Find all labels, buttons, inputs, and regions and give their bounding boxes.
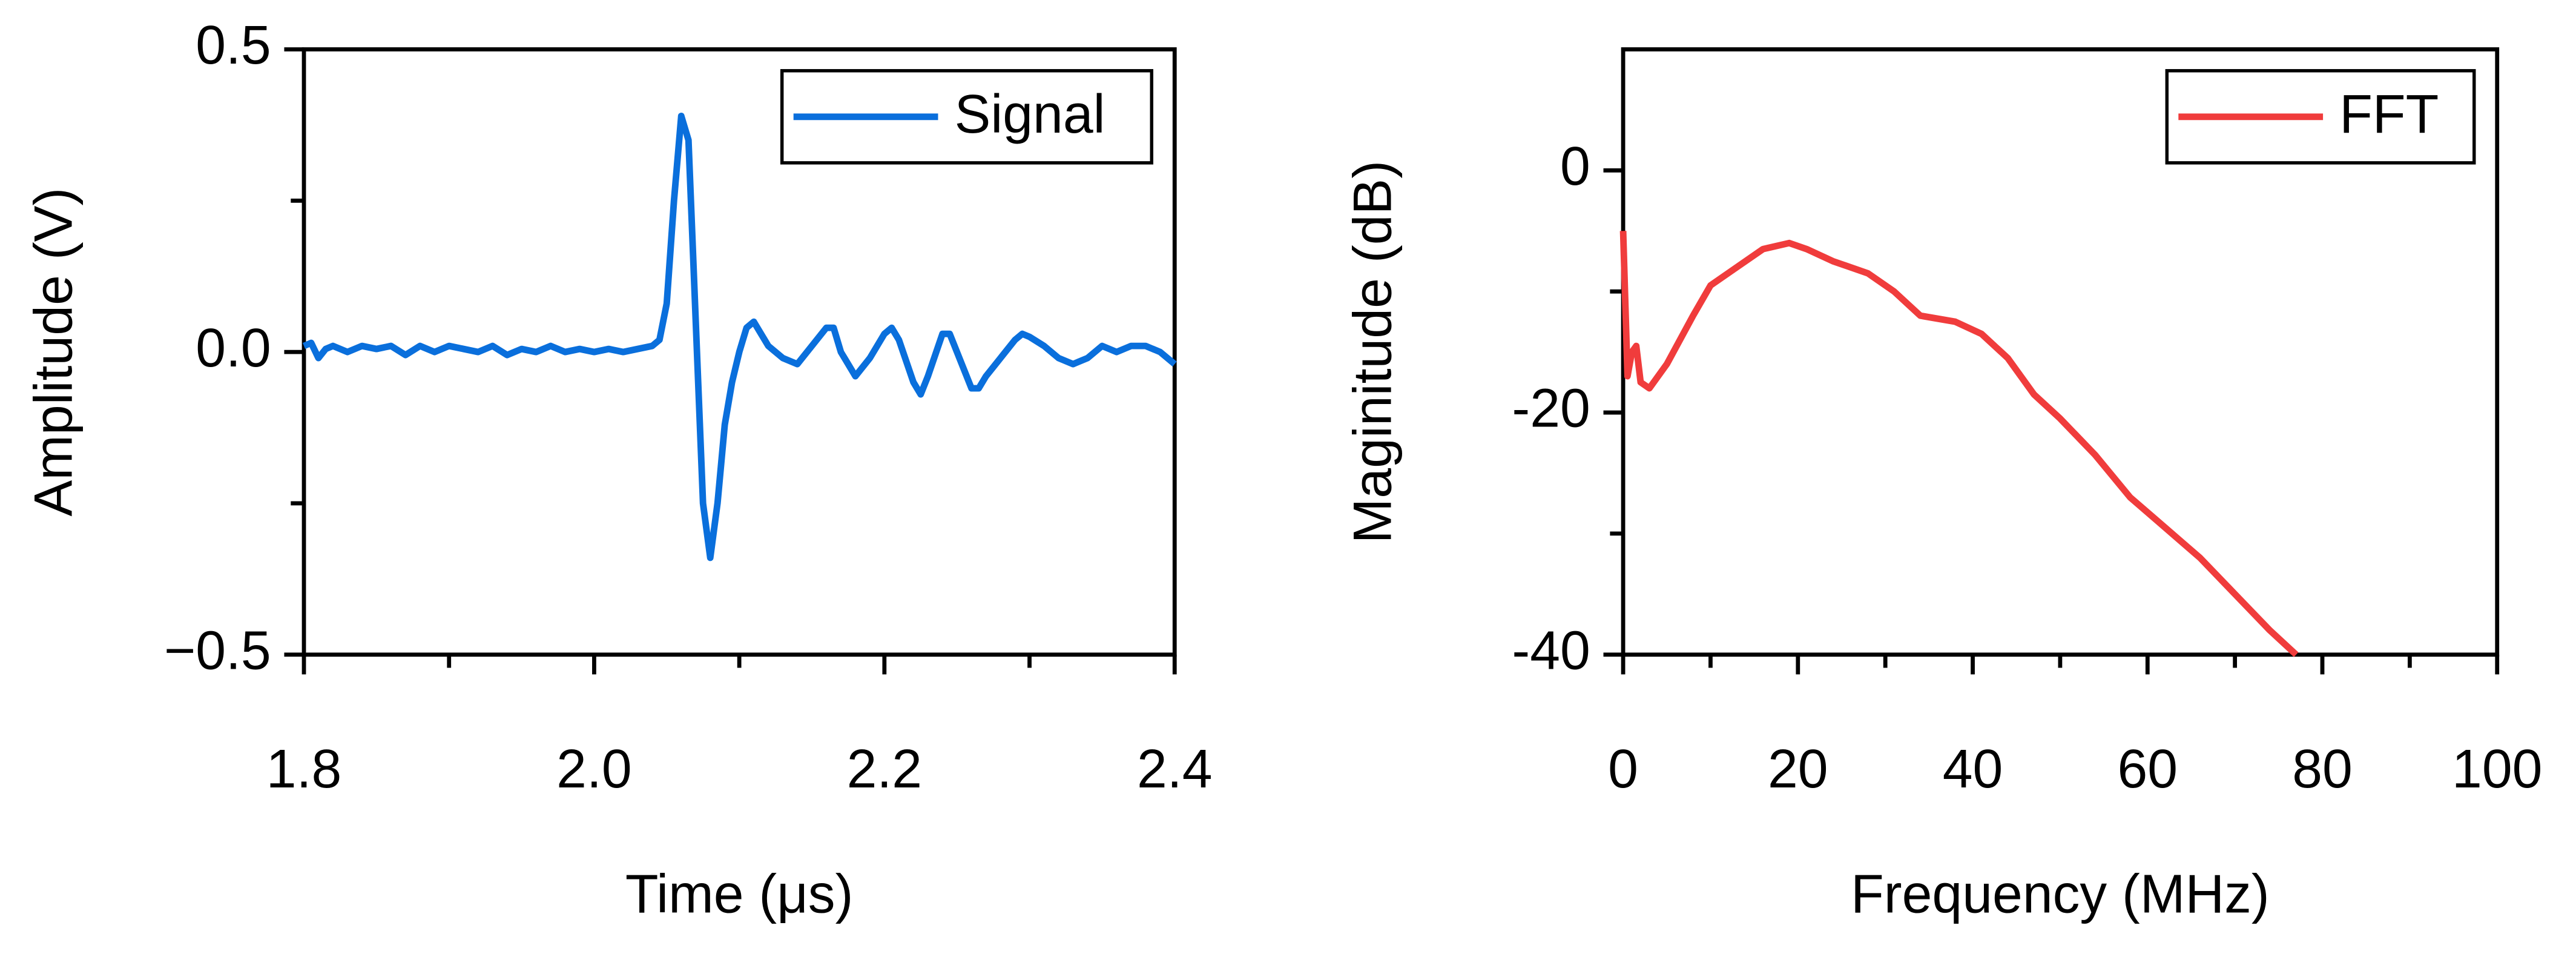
y-tick-label: 0.5 — [196, 15, 271, 75]
legend-label: Signal — [955, 84, 1105, 144]
x-tick-label: 80 — [2292, 738, 2353, 799]
legend-label: FFT — [2339, 84, 2439, 144]
x-tick-label: 40 — [1943, 738, 2003, 799]
y-tick-label: 0 — [1560, 136, 1590, 196]
x-tick-label: 0 — [1608, 738, 1638, 799]
x-tick-label: 2.2 — [847, 738, 922, 799]
y-tick-label: -40 — [1512, 620, 1590, 680]
x-axis-label: Time (μs) — [625, 863, 854, 924]
y-axis-label: Amplitude (V) — [23, 188, 84, 517]
x-tick-label: 100 — [2452, 738, 2542, 799]
x-tick-label: 60 — [2117, 738, 2178, 799]
y-tick-label: -20 — [1512, 378, 1590, 439]
line-series — [1619, 231, 2299, 657]
x-tick-label: 2.0 — [556, 738, 631, 799]
y-axis-label: Maginitude (dB) — [1342, 161, 1403, 544]
x-tick-label: 2.4 — [1137, 738, 1212, 799]
y-tick-label: −0.5 — [164, 620, 271, 680]
y-tick-label: 0.0 — [196, 317, 271, 378]
x-tick-label: 1.8 — [266, 738, 341, 799]
x-tick-label: 20 — [1768, 738, 1828, 799]
line-series — [302, 112, 1177, 561]
x-axis-label: Frequency (MHz) — [1851, 863, 2270, 924]
